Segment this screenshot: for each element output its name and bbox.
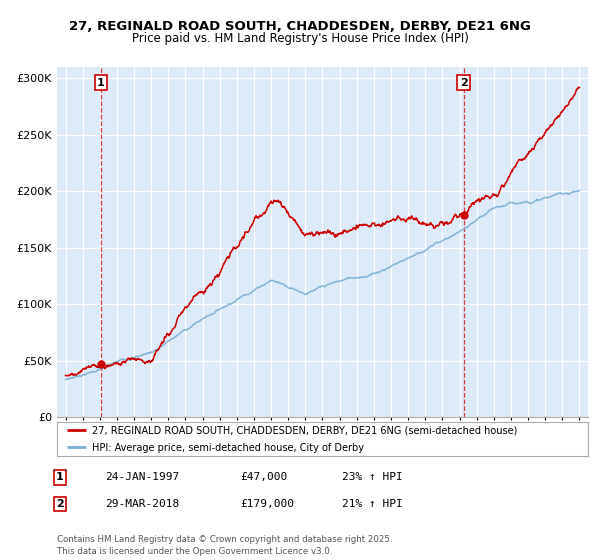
Text: 2: 2: [56, 499, 64, 509]
Text: £47,000: £47,000: [240, 472, 287, 482]
Text: 23% ↑ HPI: 23% ↑ HPI: [342, 472, 403, 482]
Text: 2: 2: [460, 78, 467, 88]
Text: Price paid vs. HM Land Registry's House Price Index (HPI): Price paid vs. HM Land Registry's House …: [131, 32, 469, 45]
Text: 24-JAN-1997: 24-JAN-1997: [105, 472, 179, 482]
Text: 1: 1: [56, 472, 64, 482]
Text: 27, REGINALD ROAD SOUTH, CHADDESDEN, DERBY, DE21 6NG: 27, REGINALD ROAD SOUTH, CHADDESDEN, DER…: [69, 20, 531, 32]
Text: 21% ↑ HPI: 21% ↑ HPI: [342, 499, 403, 509]
Text: 29-MAR-2018: 29-MAR-2018: [105, 499, 179, 509]
Text: 27, REGINALD ROAD SOUTH, CHADDESDEN, DERBY, DE21 6NG (semi-detached house): 27, REGINALD ROAD SOUTH, CHADDESDEN, DER…: [92, 426, 517, 436]
Text: £179,000: £179,000: [240, 499, 294, 509]
Text: HPI: Average price, semi-detached house, City of Derby: HPI: Average price, semi-detached house,…: [92, 443, 364, 453]
Text: 1: 1: [97, 78, 105, 88]
Text: Contains HM Land Registry data © Crown copyright and database right 2025.
This d: Contains HM Land Registry data © Crown c…: [57, 535, 392, 556]
